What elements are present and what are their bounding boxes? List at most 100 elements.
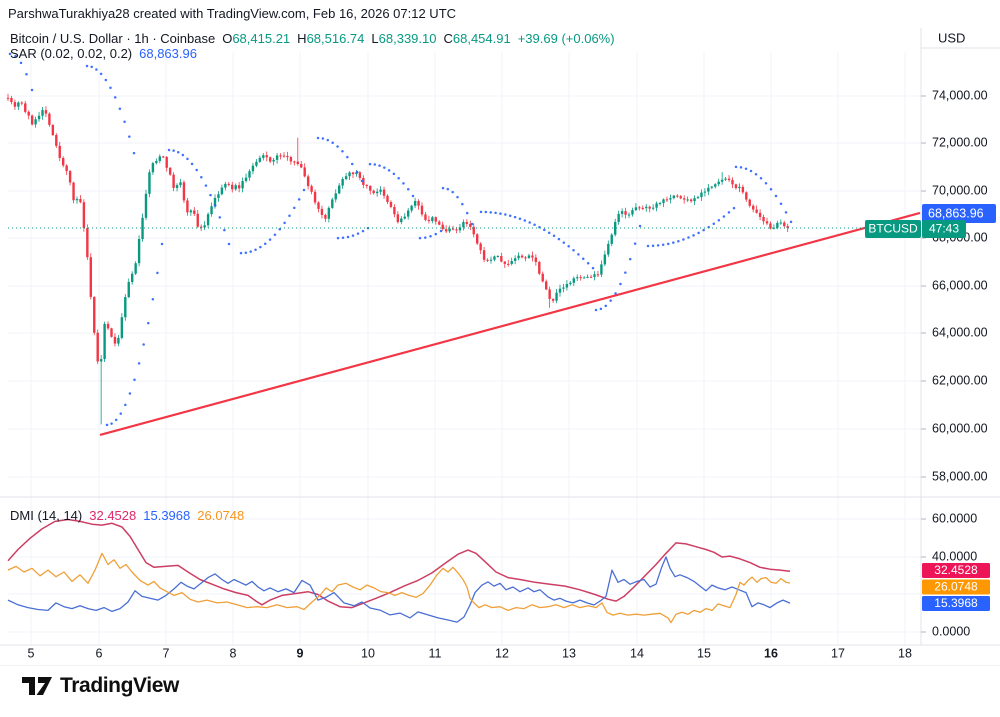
sar-dot <box>508 214 512 217</box>
price-tick-label[interactable]: 60,000.00 <box>932 421 988 435</box>
sar-dot <box>200 176 203 179</box>
sar-price-label: 68,863.96 <box>928 206 984 220</box>
sar-legend-row[interactable]: SAR (0.02, 0.02, 0.2) 68,863.96 <box>10 46 197 61</box>
time-tick-label[interactable]: 14 <box>630 646 644 660</box>
candle-body <box>168 167 172 175</box>
dmi-tick-label[interactable]: 60.0000 <box>932 511 977 525</box>
candle-body <box>693 198 696 202</box>
symbol-title[interactable]: Bitcoin / U.S. Dollar · 1h · Coinbase <box>10 31 216 46</box>
time-tick-label[interactable]: 9 <box>297 646 304 660</box>
price-tick-label[interactable]: 72,000.00 <box>932 135 988 149</box>
dmi-value-label-bg <box>922 579 990 595</box>
sar-dot <box>239 251 243 255</box>
sar-dot <box>151 298 155 301</box>
candle-body <box>68 171 72 183</box>
candle-body <box>710 186 713 188</box>
symbol-price-label-bg <box>865 220 921 238</box>
dmi-legend-row[interactable]: DMI (14, 14) 32.4528 15.3968 26.0748 <box>10 508 244 523</box>
chart-canvas-svg[interactable]: USD74,000.0072,000.0070,000.0068,000.006… <box>0 0 1000 666</box>
dmi-indicator-label[interactable]: DMI (14, 14) <box>10 508 83 523</box>
candle-body <box>203 225 206 228</box>
sar-indicator-label[interactable]: SAR (0.02, 0.02, 0.2) <box>10 46 133 61</box>
symbol-legend-row[interactable]: Bitcoin / U.S. Dollar · 1h · Coinbase O … <box>10 31 615 46</box>
candle-body <box>131 273 134 283</box>
sar-dot <box>123 120 126 124</box>
candle-body <box>193 210 196 214</box>
change-value: +39.69 (+0.06%) <box>517 31 615 46</box>
time-tick-label[interactable]: 6 <box>96 646 103 660</box>
sar-dot <box>14 54 17 58</box>
time-tick-label[interactable]: 12 <box>495 646 509 660</box>
time-tick-label[interactable]: 7 <box>163 646 170 660</box>
candle-body <box>700 192 703 198</box>
sar-dot <box>717 219 721 222</box>
candle-body <box>662 199 665 204</box>
sar-dot <box>451 190 454 194</box>
price-tick-label[interactable]: 62,000.00 <box>932 373 988 387</box>
candle-body <box>72 182 75 201</box>
candle-body <box>417 201 420 206</box>
time-tick-label[interactable]: 15 <box>697 646 711 660</box>
price-tick-label[interactable]: 70,000.00 <box>932 183 988 197</box>
sar-dot <box>244 251 248 254</box>
sar-dot <box>341 150 344 153</box>
candle-body <box>579 277 582 279</box>
sar-dot <box>25 72 28 76</box>
dmi-tick-label[interactable]: 0.0000 <box>932 624 970 638</box>
candle-body <box>386 195 389 203</box>
candle-body <box>124 297 127 318</box>
price-tick-label[interactable]: 58,000.00 <box>932 469 988 483</box>
candle-body <box>507 263 510 265</box>
candle-body <box>231 184 234 190</box>
candle-body <box>551 298 555 301</box>
candle-body <box>220 187 224 195</box>
price-tick-label[interactable]: 66,000.00 <box>932 278 988 292</box>
symbol-price-label: BTCUSD <box>868 222 918 236</box>
dmi-tick-label[interactable]: 40.0000 <box>932 549 977 563</box>
candle-body <box>413 201 417 206</box>
candle-body <box>182 182 186 201</box>
candle-body <box>210 206 213 215</box>
time-tick-label[interactable]: 13 <box>562 646 576 660</box>
candle-body <box>89 257 92 297</box>
sar-dot <box>118 107 122 110</box>
candle-body <box>275 155 279 160</box>
candle-body <box>572 278 575 283</box>
candle-body <box>600 264 603 275</box>
candle-body <box>234 185 237 190</box>
candle-body <box>720 179 724 182</box>
sar-dot <box>784 211 788 214</box>
time-tick-label[interactable]: 5 <box>28 646 35 660</box>
time-tick-label[interactable]: 11 <box>429 646 442 660</box>
currency-label[interactable]: USD <box>938 30 965 45</box>
sar-dot <box>351 234 355 237</box>
sar-dot <box>341 236 345 240</box>
candle-body <box>37 115 41 120</box>
sar-dot <box>446 187 450 191</box>
candle-body <box>462 221 465 228</box>
price-tick-label[interactable]: 64,000.00 <box>932 325 988 339</box>
time-tick-label[interactable]: 8 <box>230 646 237 660</box>
candle-body <box>510 260 513 264</box>
footer-brand[interactable]: TradingView <box>22 674 179 698</box>
price-tick-label[interactable]: 74,000.00 <box>932 88 988 102</box>
candle-body <box>303 167 306 177</box>
candle-body <box>289 157 293 162</box>
time-tick-label[interactable]: 16 <box>764 646 778 660</box>
sar-dot <box>562 241 566 244</box>
candle-body <box>362 177 365 186</box>
candle-body <box>10 97 13 103</box>
sar-dot <box>424 236 427 239</box>
time-tick-label[interactable]: 18 <box>898 646 912 660</box>
candle-body <box>752 205 755 210</box>
candle-body <box>586 276 589 278</box>
time-tick-label[interactable]: 10 <box>361 646 375 660</box>
sar-dot <box>316 136 320 140</box>
time-tick-label[interactable]: 17 <box>831 646 845 660</box>
candle-body <box>451 228 455 230</box>
candle-body <box>213 197 217 207</box>
candle-body <box>279 155 282 157</box>
candle-body <box>282 155 286 157</box>
candle-body <box>186 200 189 213</box>
sar-dot <box>213 204 217 207</box>
